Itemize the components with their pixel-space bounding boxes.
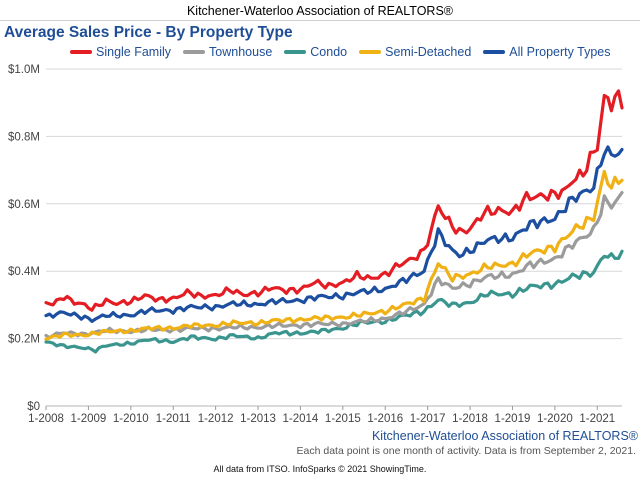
legend-label: Condo (310, 45, 348, 59)
x-tick-label: 1-2013 (240, 413, 276, 425)
x-tick-label: 1-2010 (113, 413, 149, 425)
data-note: Each data point is one month of activity… (296, 445, 637, 457)
source-attribution: Kitchener-Waterloo Association of REALTO… (371, 429, 638, 443)
legend: Single Family Townhouse Condo Semi-Detached… (70, 45, 622, 59)
y-tick-label: $0.4M (8, 266, 40, 278)
x-tick-label: 1-2009 (70, 413, 106, 425)
chart-title: Average Sales Price - By Property Type (4, 24, 293, 41)
legend-label: Townhouse (209, 45, 273, 59)
x-tick-label: 1-2018 (452, 413, 488, 425)
legend-item: Townhouse (183, 45, 272, 59)
x-tick-label: 1-2021 (579, 413, 615, 425)
y-tick-label: $0.8M (8, 131, 40, 143)
y-tick-label: $1.0M (8, 64, 40, 76)
x-tick-label: 1-2011 (156, 413, 191, 425)
legend-label: All Property Types (509, 45, 611, 59)
x-tick-label: 1-2012 (198, 413, 234, 425)
x-tick-label: 1-2020 (537, 413, 573, 425)
legend-swatch (359, 50, 382, 54)
top-header: Kitchener-Waterloo Association of REALTO… (0, 0, 640, 21)
x-tick-label: 1-2008 (28, 413, 64, 425)
y-tick-label: $0.6M (8, 199, 40, 211)
legend-item: Condo (284, 45, 347, 59)
legend-label: Semi-Detached (385, 45, 472, 59)
x-tick-label: 1-2015 (325, 413, 361, 425)
x-tick-label: 1-2016 (367, 413, 403, 425)
series-line-all-property-types (44, 145, 624, 323)
legend-swatch (183, 50, 206, 54)
series-line-semi-detached (44, 169, 624, 341)
x-tick-label: 1-2019 (495, 413, 531, 425)
footer-credit: All data from ITSO. InfoSparks © 2021 Sh… (213, 464, 427, 474)
y-tick-label: $0.2M (8, 334, 40, 346)
legend-item: Semi-Detached (359, 45, 471, 59)
series-line-single-family (44, 89, 624, 312)
legend-item: Single Family (70, 45, 171, 59)
legend-swatch (284, 50, 307, 54)
series-line-townhouse (44, 191, 624, 340)
legend-swatch (483, 50, 506, 54)
x-tick-label: 1-2014 (283, 413, 319, 425)
x-tick-label: 1-2017 (410, 413, 446, 425)
legend-item: All Property Types (483, 45, 610, 59)
y-tick-label: $0 (27, 401, 40, 413)
series-line-condo (44, 249, 624, 354)
legend-swatch (70, 50, 92, 54)
legend-label: Single Family (96, 45, 172, 59)
